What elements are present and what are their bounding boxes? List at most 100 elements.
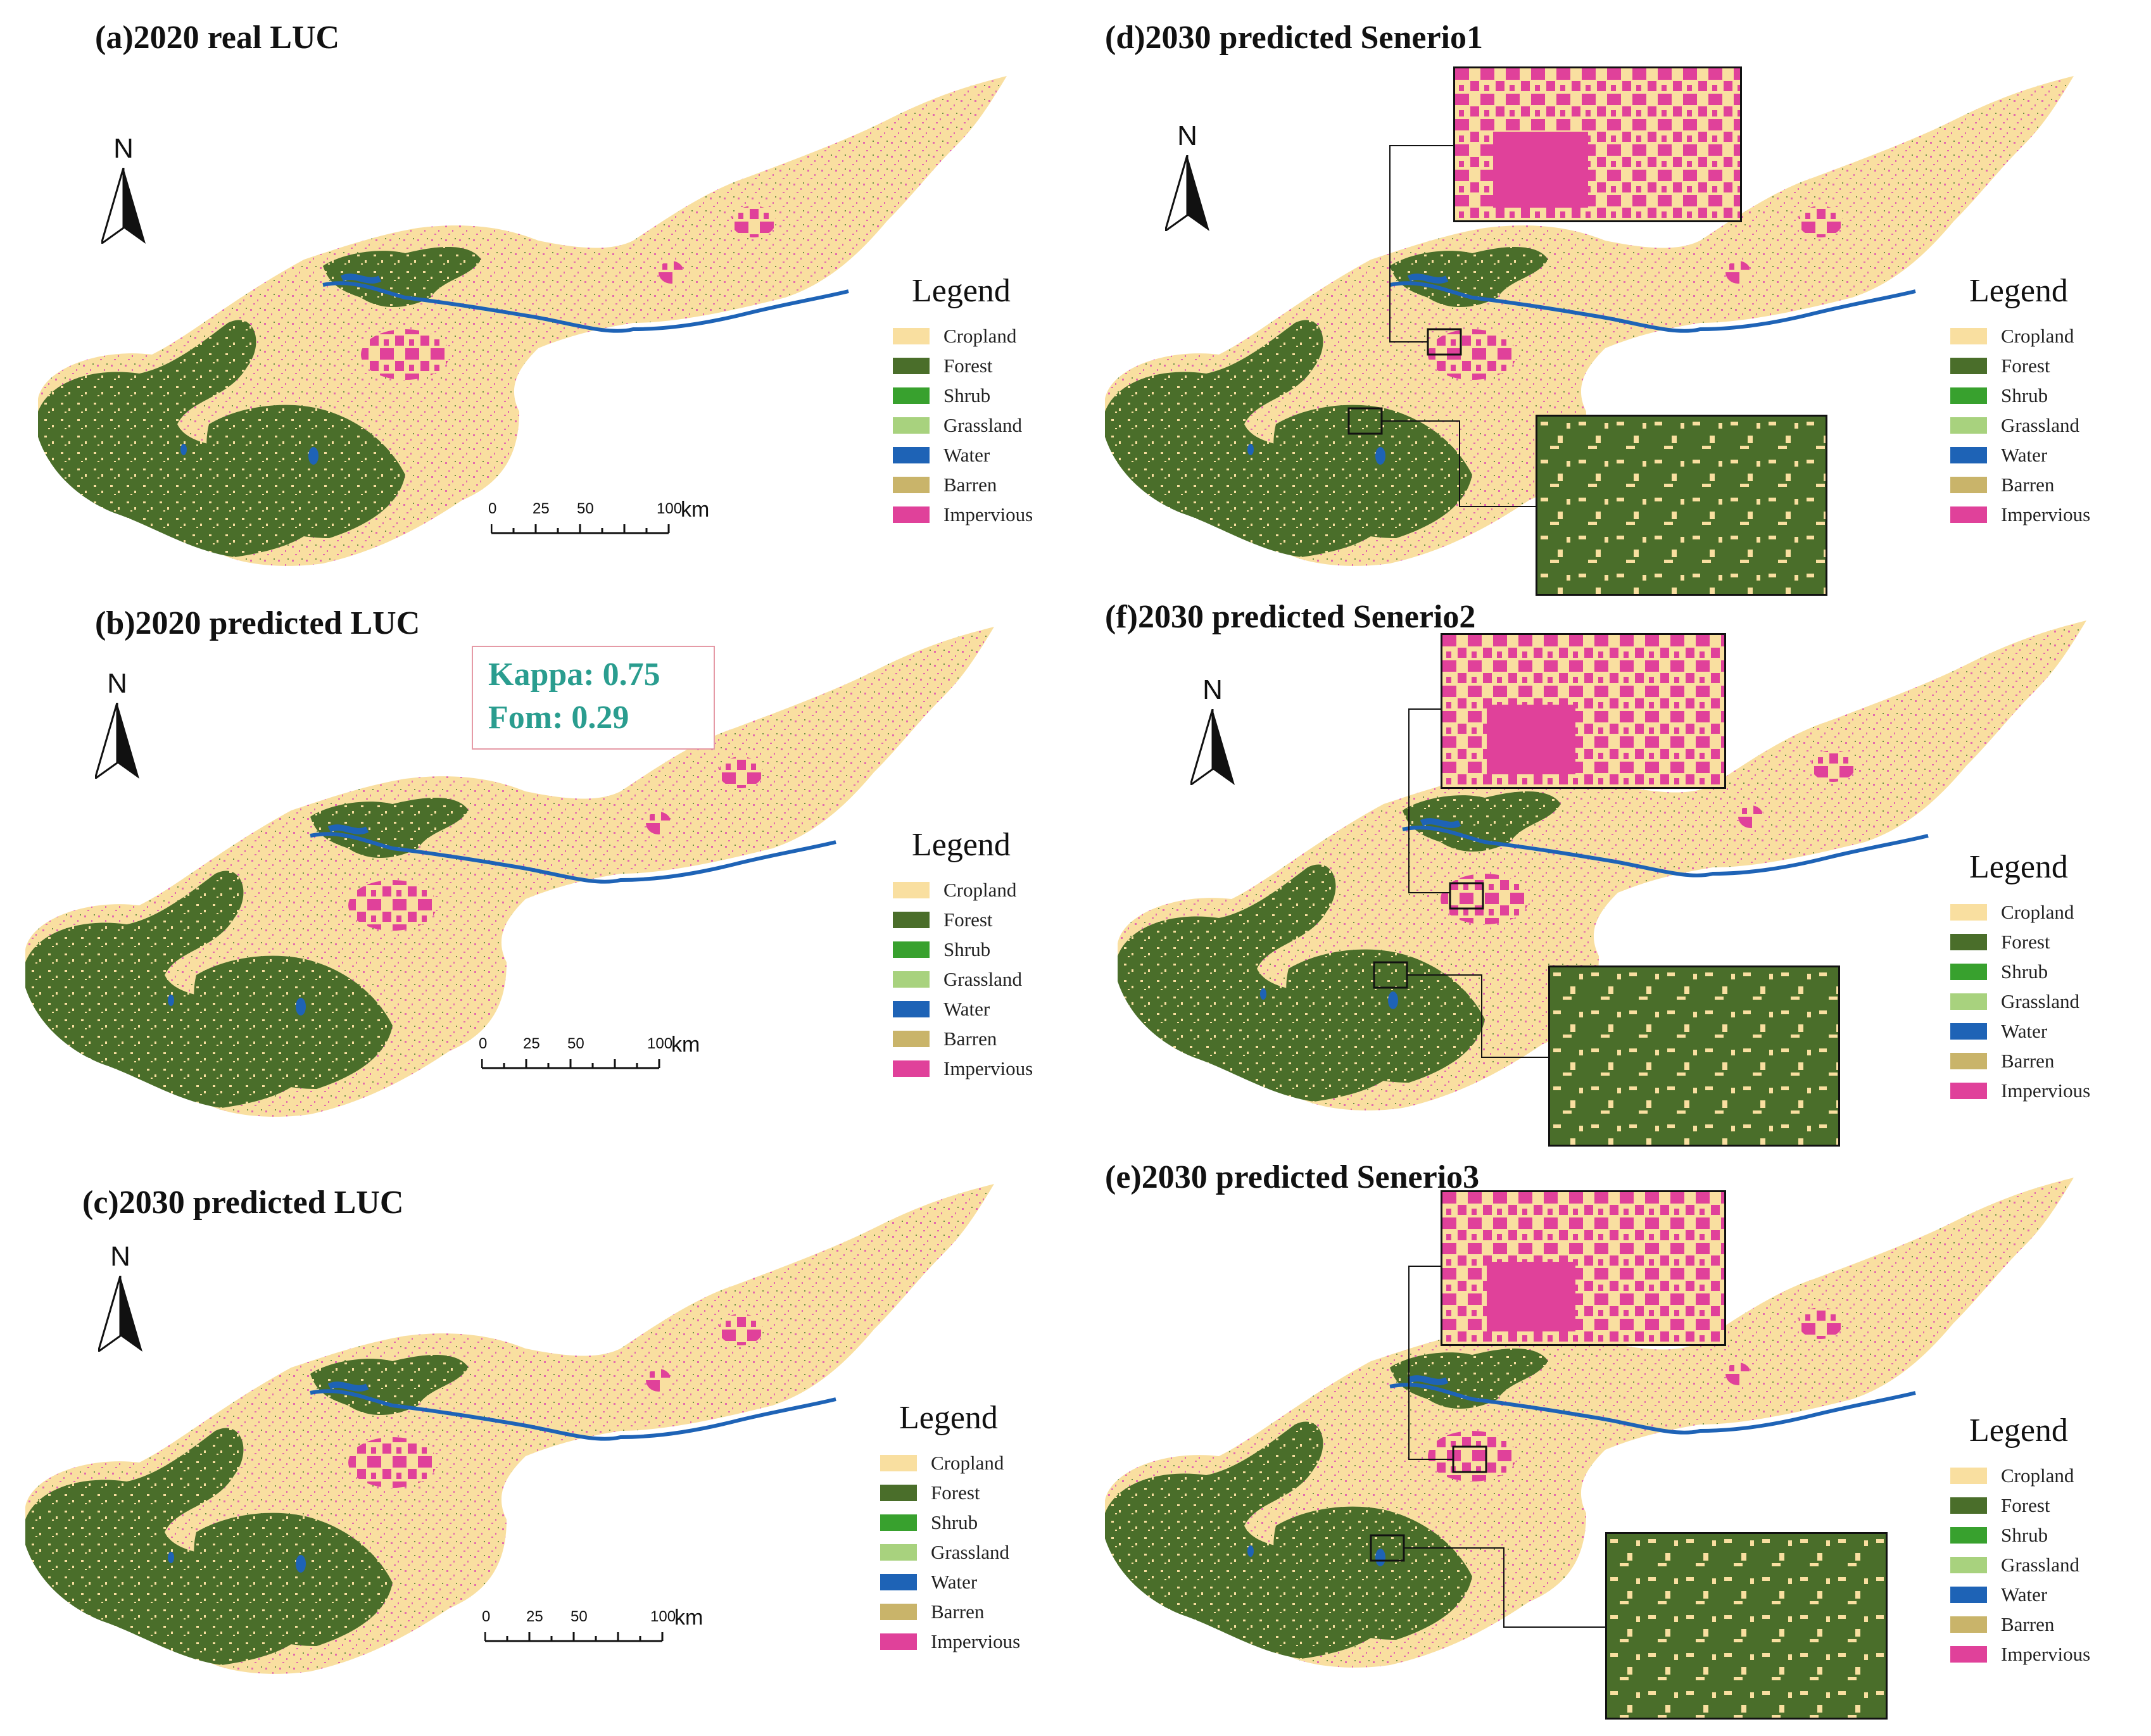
- legend-item: Cropland: [880, 1448, 1070, 1478]
- legend-label: Grassland: [931, 1540, 1009, 1563]
- legend-label: Shrub: [943, 384, 991, 406]
- legend-swatch: [1950, 1052, 1987, 1069]
- legend-label: Impervious: [943, 503, 1033, 525]
- scale-tick-label: 0: [482, 1608, 491, 1625]
- legend-swatch: [880, 1514, 917, 1531]
- legend-swatch: [1950, 506, 1987, 523]
- accuracy-box: Kappa: 0.75 Fom: 0.29: [472, 646, 715, 750]
- legend-item: Forest: [880, 1478, 1070, 1507]
- scale-bar-line: [491, 524, 670, 534]
- legend-item: Shrub: [880, 1507, 1070, 1537]
- legend-title: Legend: [899, 1400, 998, 1436]
- legend-label: Impervious: [2001, 1642, 2091, 1665]
- legend-swatch: [1950, 387, 1987, 404]
- legend-item: Cropland: [1950, 321, 2140, 351]
- urban-inset: [1441, 1190, 1726, 1346]
- legend-title: Legend: [1969, 273, 2068, 309]
- forest-inset: [1548, 965, 1840, 1147]
- panel-title: (c)2030 predicted LUC: [82, 1185, 404, 1221]
- forest-inset: [1605, 1532, 1888, 1720]
- legend-swatch: [1950, 903, 1987, 921]
- scale-tick-label: 100: [647, 1035, 673, 1052]
- legend-item: Forest: [1950, 927, 2140, 957]
- legend-swatch: [1950, 993, 1987, 1010]
- legend-swatch: [880, 1633, 917, 1650]
- legend-swatch: [1950, 1586, 1987, 1603]
- urban-inset: [1453, 66, 1742, 222]
- legend-label: Barren: [2001, 1049, 2055, 1072]
- legend-item: Water: [893, 994, 1083, 1024]
- legend-item: Grassland: [880, 1537, 1070, 1567]
- legend-swatch: [1950, 1616, 1987, 1633]
- legend-item: Water: [893, 440, 1083, 470]
- legend-swatch: [880, 1544, 917, 1561]
- legend-item: Impervious: [1950, 1639, 2140, 1669]
- scale-bar: 0 25 50 100 km: [482, 1606, 725, 1646]
- panel-a: (a)2020 real LUC N: [0, 0, 1076, 570]
- legend-label: Water: [2001, 443, 2048, 466]
- legend-item: Cropland: [893, 875, 1083, 905]
- legend-item: Shrub: [893, 934, 1083, 964]
- legend-label: Grassland: [943, 967, 1022, 990]
- legend-item: Shrub: [893, 381, 1083, 410]
- legend-label: Water: [2001, 1583, 2048, 1606]
- legend-label: Water: [2001, 1019, 2048, 1042]
- legend-swatch: [893, 476, 930, 493]
- legend-label: Grassland: [943, 413, 1022, 436]
- legend-swatch: [1950, 1497, 1987, 1514]
- legend-swatch: [1950, 446, 1987, 463]
- scale-tick-label: 50: [577, 500, 594, 517]
- legend: Legend Cropland Forest Shrub Grassland Water…: [893, 272, 1083, 529]
- legend-swatch: [893, 911, 930, 928]
- legend-swatch: [893, 941, 930, 958]
- legend-swatch: [1950, 963, 1987, 980]
- legend-label: Barren: [931, 1600, 985, 1623]
- legend-item: Grassland: [893, 964, 1083, 994]
- legend-title: Legend: [1969, 849, 2068, 885]
- north-arrow-icon: N: [95, 133, 152, 247]
- legend-swatch: [1950, 1082, 1987, 1099]
- legend-item: Cropland: [1950, 1461, 2140, 1490]
- legend-item: Forest: [893, 351, 1083, 381]
- legend-item: Impervious: [1950, 1076, 2140, 1105]
- legend-item: Water: [1950, 440, 2140, 470]
- scale-unit: km: [681, 498, 710, 522]
- legend-label: Forest: [2001, 930, 2050, 953]
- legend-swatch: [893, 1030, 930, 1047]
- legend-item: Shrub: [1950, 957, 2140, 986]
- legend-label: Barren: [943, 1027, 997, 1050]
- legend-title: Legend: [912, 273, 1011, 309]
- legend-item: Forest: [1950, 351, 2140, 381]
- legend-swatch: [893, 446, 930, 463]
- legend-item: Water: [880, 1567, 1070, 1597]
- legend-swatch: [880, 1603, 917, 1620]
- legend-item: Forest: [1950, 1490, 2140, 1520]
- legend-title: Legend: [912, 827, 1011, 863]
- legend-swatch: [1950, 417, 1987, 434]
- urban-inset: [1441, 633, 1726, 789]
- legend-item: Grassland: [893, 410, 1083, 440]
- scale-tick-label: 100: [650, 1608, 676, 1625]
- legend-label: Impervious: [2001, 503, 2091, 525]
- legend-item: Grassland: [1950, 410, 2140, 440]
- legend-label: Forest: [931, 1481, 980, 1504]
- legend-label: Forest: [943, 908, 993, 931]
- scale-bar: 0 25 50 100 km: [479, 1033, 722, 1073]
- legend-label: Grassland: [2001, 413, 2079, 436]
- legend-label: Forest: [2001, 1494, 2050, 1516]
- legend-label: Barren: [2001, 1613, 2055, 1635]
- legend-label: Grassland: [2001, 990, 2079, 1012]
- legend-label: Impervious: [931, 1630, 1021, 1652]
- legend-swatch: [893, 506, 930, 523]
- legend-label: Cropland: [943, 324, 1017, 347]
- legend-item: Impervious: [880, 1626, 1070, 1656]
- legend-label: Water: [943, 443, 990, 466]
- legend-label: Cropland: [931, 1451, 1004, 1474]
- legend-label: Impervious: [2001, 1079, 2091, 1102]
- legend-item: Shrub: [1950, 381, 2140, 410]
- north-arrow-icon: N: [1184, 674, 1241, 788]
- legend-item: Cropland: [1950, 897, 2140, 927]
- scale-tick-label: 25: [523, 1035, 540, 1052]
- legend-label: Shrub: [943, 938, 991, 960]
